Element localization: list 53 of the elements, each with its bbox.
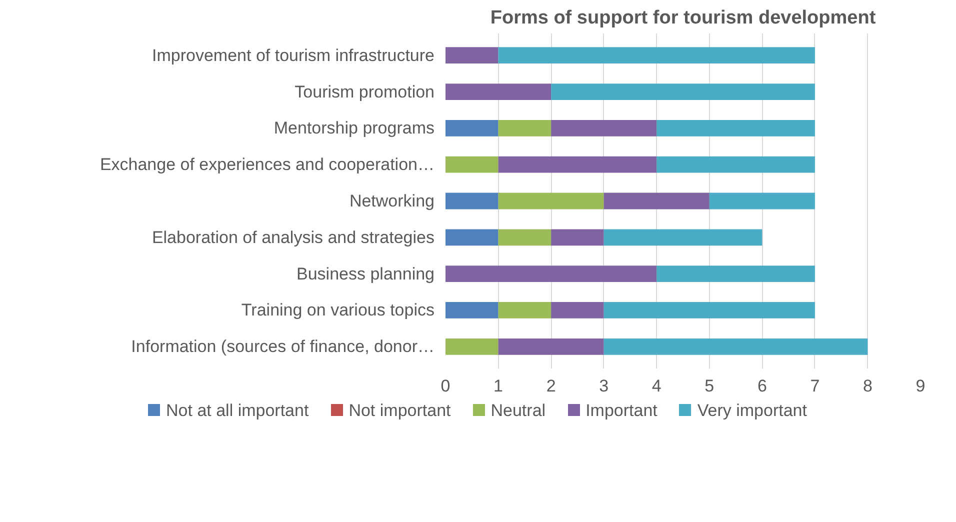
y-tick-label: Tourism promotion (294, 82, 434, 102)
x-tick-label: 5 (704, 376, 714, 396)
y-tick-label: Business planning (296, 264, 434, 284)
x-tick-label: 4 (652, 376, 662, 396)
bar (604, 338, 868, 355)
bar (551, 302, 604, 318)
bar (656, 266, 815, 282)
y-tick-label: Mentorship programs (274, 118, 435, 138)
y-tick-label: Improvement of tourism infrastructure (152, 46, 434, 65)
bar (498, 229, 552, 246)
bar (604, 192, 710, 210)
bar (498, 156, 657, 173)
bar (498, 338, 604, 355)
y-tick-label: Elaboration of analysis and strategies (152, 228, 435, 247)
legend-label: Important (586, 401, 658, 420)
bar (604, 302, 815, 318)
bar (446, 338, 498, 355)
x-tick-label: 3 (599, 376, 609, 396)
chart-title: Forms of support for tourism development (490, 8, 876, 28)
bar (551, 229, 604, 246)
legend-label: Not important (348, 401, 451, 420)
bar (446, 302, 498, 318)
bar (551, 120, 657, 136)
y-tick-label: Exchange of experiences and cooperation… (100, 155, 435, 174)
y-tick-label: Information (sources of finance, donor… (131, 337, 435, 356)
bar (446, 120, 498, 136)
bar (498, 302, 552, 318)
legend-label: Very important (697, 401, 807, 420)
x-tick-label: 6 (757, 376, 767, 396)
bar (446, 47, 498, 64)
bar (446, 266, 657, 282)
bar (446, 192, 498, 210)
bar (656, 120, 815, 136)
legend-label: Neutral (490, 401, 546, 420)
bar (604, 229, 762, 246)
legend-label: Not at all important (166, 401, 309, 420)
bar (709, 192, 815, 210)
y-tick-label: Networking (349, 192, 435, 210)
x-tick-label: 0 (440, 376, 450, 396)
x-tick-label: 8 (862, 376, 872, 396)
bar (551, 84, 815, 100)
x-tick-label: 9 (916, 376, 926, 396)
bar (446, 84, 552, 100)
bar (446, 229, 498, 246)
x-tick-label: 2 (546, 376, 556, 396)
bar (498, 47, 815, 64)
bar (498, 192, 604, 210)
bar (446, 156, 498, 173)
y-tick-label: Training on various topics (241, 300, 434, 320)
bar (656, 156, 815, 173)
x-tick-label: 7 (810, 376, 820, 396)
x-tick-label: 1 (494, 376, 504, 396)
bar (498, 120, 552, 136)
